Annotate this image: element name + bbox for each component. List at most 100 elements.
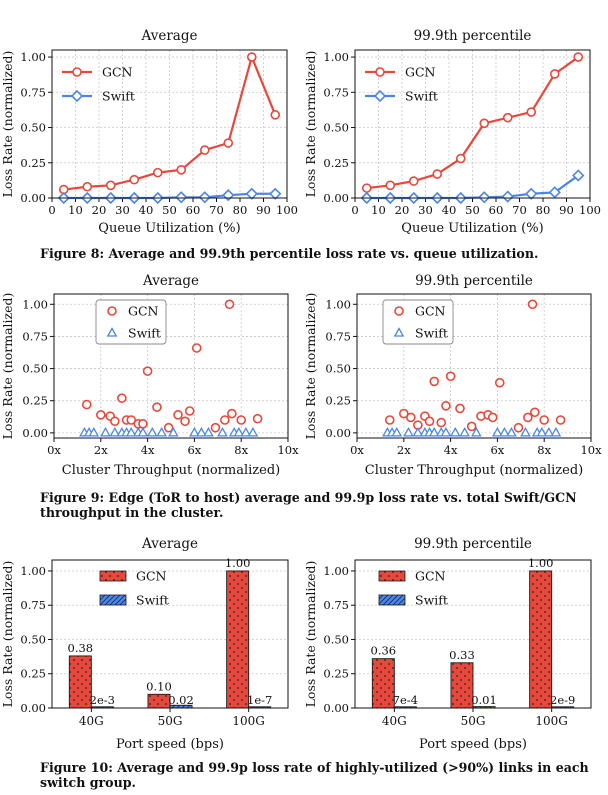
data-point-swift: [499, 427, 510, 437]
y-tick-label: 0.50: [20, 121, 46, 135]
data-label-gcn: 0.36: [371, 644, 397, 658]
legend-label-swift: Swift: [136, 593, 169, 608]
chart-title: 99.9th percentile: [414, 28, 532, 44]
y-axis-label: Loss Rate (normalized): [303, 293, 318, 440]
data-point-gcn: [573, 52, 584, 62]
fig9-average-chart: Average 0.00 0.25 0.50 0.75 1.00 0x 2x 4x 6x 8x 10x…: [0, 273, 299, 478]
data-point-swift: [168, 427, 179, 437]
x-tick-label: 40: [139, 203, 154, 217]
legend-label-swift: Swift: [405, 89, 438, 104]
x-tick-label: 60: [489, 203, 504, 217]
data-point-gcn: [466, 421, 477, 432]
y-tick-label: 0.50: [325, 362, 351, 376]
y-tick-label: 0.25: [20, 156, 46, 170]
y-axis-label: Loss Rate (normalized): [0, 561, 15, 708]
data-point-swift: [449, 427, 461, 437]
data-point-swift: [109, 427, 121, 437]
y-axis-label: Loss Rate (normalized): [0, 51, 15, 198]
data-point-gcn: [479, 118, 490, 129]
y-tick-label: 1.00: [22, 297, 48, 311]
y-tick-label: 0.50: [323, 121, 349, 135]
x-axis-label: Port speed (bps): [116, 737, 224, 752]
plot-frame: [354, 559, 592, 709]
legend-marker-gcn: [107, 306, 117, 316]
data-point-gcn: [502, 112, 513, 123]
legend-label-gcn: GCN: [136, 569, 167, 584]
plot-frame: [51, 49, 288, 199]
data-point-gcn: [110, 416, 120, 427]
data-point-gcn: [191, 343, 202, 353]
data-point-gcn: [117, 393, 127, 403]
legend-marker-gcn: [375, 67, 385, 77]
data-label-gcn: 0.38: [68, 641, 94, 655]
x-tick-label: 100G: [535, 714, 568, 728]
data-label-gcn: 0.10: [146, 679, 172, 693]
y-tick-label: 0.25: [323, 667, 349, 681]
y-tick-label: 0.50: [22, 362, 48, 376]
bar-gcn: [147, 693, 171, 709]
bar-gcn: [226, 570, 250, 709]
x-tick-label: 40G: [79, 714, 104, 728]
data-point-gcn: [223, 138, 234, 148]
y-tick-label: 0.25: [20, 667, 46, 681]
data-point-swift: [217, 427, 228, 437]
chart-title: 99.9th percentile: [414, 536, 532, 552]
x-tick-label: 50G: [461, 714, 486, 728]
x-tick-label: 0: [351, 203, 358, 217]
data-point-gcn: [494, 377, 505, 388]
x-tick-label: 40: [442, 203, 457, 217]
data-point-gcn: [384, 415, 395, 425]
data-point-gcn: [152, 402, 162, 412]
data-point-swift: [247, 427, 259, 437]
plot-frame: [53, 293, 289, 439]
x-tick-label: 20: [395, 203, 410, 217]
data-point-gcn: [526, 107, 537, 117]
data-point-gcn: [81, 399, 92, 410]
x-tick-label: 90: [256, 203, 271, 217]
x-tick-label: 100: [579, 203, 601, 217]
data-label-swift: 0.01: [471, 693, 497, 707]
data-point-gcn: [432, 169, 443, 179]
y-tick-label: 0.75: [22, 329, 48, 343]
data-point-gcn: [549, 69, 560, 79]
legend-swatch-swift: [99, 594, 127, 606]
x-tick-label: 50: [162, 203, 177, 217]
data-point-swift: [137, 427, 149, 437]
chart-title: 99.9th percentile: [415, 273, 533, 289]
legend-marker-swift: [70, 89, 84, 103]
legend-marker-swift: [106, 327, 118, 337]
x-axis-label: Cluster Throughput (normalized): [62, 463, 280, 478]
data-point-swift: [548, 186, 561, 199]
legend-label-swift: Swift: [102, 89, 135, 104]
x-axis-label: Port speed (bps): [419, 737, 527, 752]
chart-title: Average: [141, 28, 198, 44]
data-point-swift: [156, 427, 167, 437]
x-tick-label: 60: [186, 203, 201, 217]
data-point-gcn: [252, 413, 263, 424]
series-line-gcn: [63, 53, 277, 191]
legend-marker-swift: [373, 89, 387, 103]
chart-title: Average: [141, 536, 198, 552]
x-tick-label: 8x: [537, 443, 551, 457]
legend-label-swift: Swift: [415, 593, 448, 608]
x-tick-label: 10: [68, 203, 83, 217]
data-point-gcn: [487, 412, 498, 423]
data-point-gcn: [530, 407, 540, 418]
data-point-swift: [550, 427, 562, 437]
data-point-swift: [100, 427, 111, 437]
legend-marker-gcn: [394, 306, 404, 316]
data-point-gcn: [445, 371, 456, 382]
data-label-gcn: 1.00: [225, 556, 251, 570]
x-tick-label: 30: [418, 203, 433, 217]
data-point-swift: [543, 427, 555, 437]
x-tick-label: 4x: [141, 443, 155, 457]
data-point-swift: [492, 427, 503, 437]
legend-swatch-gcn: [378, 570, 406, 582]
data-point-gcn: [408, 176, 419, 186]
data-point-gcn: [152, 167, 163, 178]
data-label-swift: 2e-9: [550, 693, 575, 707]
data-point-gcn: [555, 415, 566, 425]
legend-label-gcn: GCN: [415, 569, 446, 584]
data-point-swift: [88, 427, 100, 437]
legend-swatch-gcn: [99, 570, 127, 582]
